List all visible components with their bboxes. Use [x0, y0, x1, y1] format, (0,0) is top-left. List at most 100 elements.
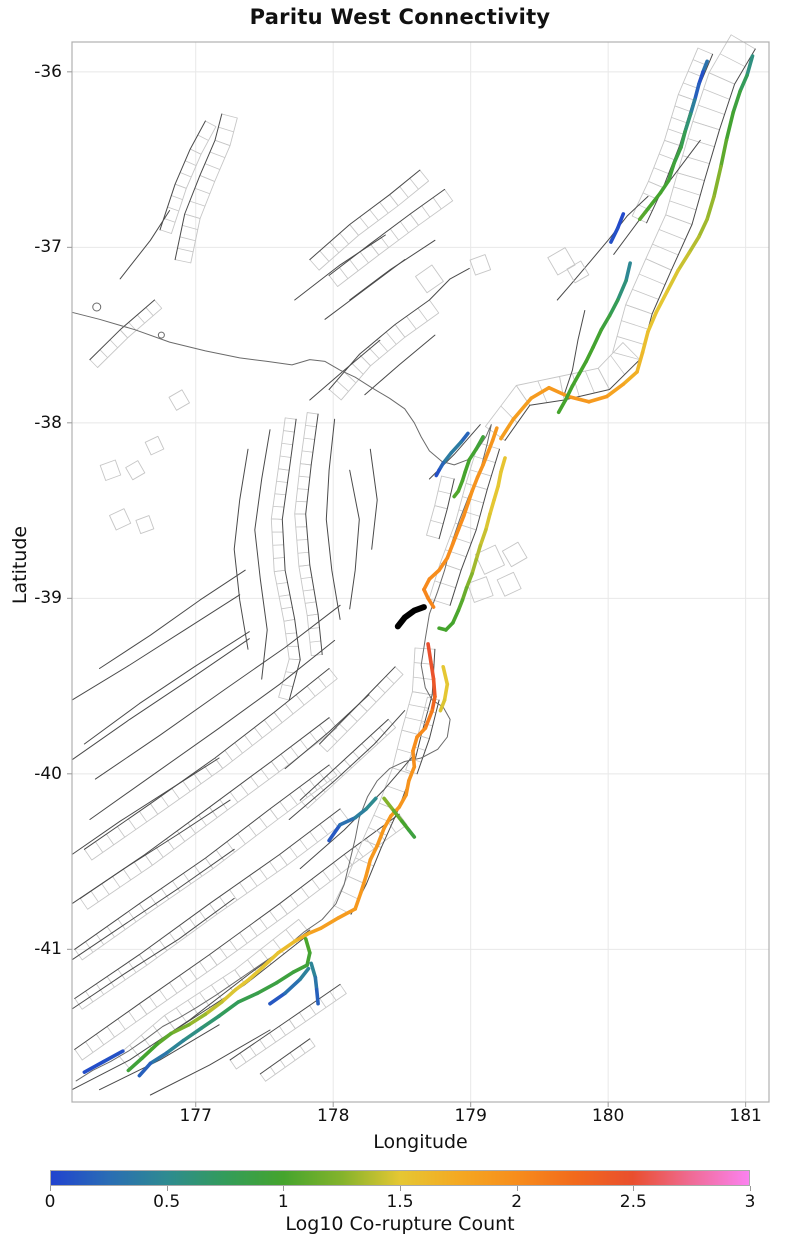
fault-rung: [194, 865, 203, 877]
fault-rung: [182, 225, 198, 230]
fault-rung: [240, 784, 249, 796]
rupture-path-eastcape-blue-segment: [441, 450, 454, 465]
fault-rung: [399, 186, 409, 198]
fault-rung: [303, 437, 315, 440]
rupture-path-south-yellow: [126, 1056, 144, 1073]
rupture-path-coastal-red-orange: [358, 873, 368, 895]
rupture-path-margin-north-outer: [724, 110, 736, 143]
fault-rung: [137, 314, 145, 324]
fault-rung: [637, 204, 653, 212]
fault-quad: [496, 571, 522, 597]
fault-rung: [308, 791, 317, 801]
fault-rung: [278, 696, 290, 701]
rupture-path-north-inner-green: [658, 178, 671, 195]
fault-rung: [359, 216, 369, 229]
rupture-path-north-inner-green: [697, 70, 705, 86]
fault-rung: [683, 82, 699, 89]
rupture-path-margin-central-yellow: [478, 528, 488, 548]
fault-trace: [299, 718, 389, 801]
fault-rung: [319, 250, 330, 262]
fault-rung: [297, 551, 309, 554]
fault-rung: [169, 932, 178, 944]
fault-trace: [305, 413, 323, 655]
fault-rung: [244, 734, 253, 746]
rupture-path-south-green: [137, 1061, 153, 1078]
fault-rung: [300, 576, 312, 580]
rupture-path-margin-central-orange: [437, 556, 450, 573]
rupture-path-margin-north-outer: [665, 268, 681, 294]
fault-rung: [159, 939, 168, 951]
fault-rung: [340, 890, 359, 900]
rupture-path-coastal-red-orange: [411, 749, 417, 769]
rupture-path-margin-north-outer: [547, 385, 571, 399]
fault-rung: [226, 841, 235, 853]
fault-trace: [259, 1038, 311, 1075]
fault-rung: [176, 830, 186, 842]
fault-rung: [278, 594, 290, 597]
rupture-path-coastal-red-orange: [423, 708, 434, 730]
fault-rung: [282, 684, 293, 688]
x-axis-label: Longitude: [373, 1131, 468, 1153]
fault-rung: [203, 765, 213, 777]
fault-rung: [249, 875, 258, 887]
fault-rung: [281, 606, 293, 610]
rupture-path-hawke-yellow-segment: [442, 682, 450, 702]
rupture-path-eastcape-green-segment: [463, 457, 472, 474]
rupture-path-southwest-blue: [101, 1049, 125, 1064]
fault-outline: [484, 342, 624, 427]
fault-rung: [307, 412, 319, 415]
fault-quad: [474, 544, 505, 575]
fault-rung: [417, 307, 428, 322]
rupture-path-coastal-red-orange: [426, 642, 433, 664]
rupture-path-coastal-red-orange: [411, 735, 419, 753]
fault-rung: [317, 677, 327, 688]
fault-rung: [194, 187, 210, 195]
rupture-path-margin-north-outer: [640, 329, 650, 355]
fault-rung: [79, 898, 88, 910]
rupture-path-hawke-yellow-segment: [438, 698, 447, 713]
fault-rung: [174, 183, 187, 189]
fault-rung: [309, 259, 320, 271]
fault-rung: [128, 818, 137, 830]
fault-rung: [339, 233, 349, 245]
fault-trace: [639, 48, 756, 361]
fault-rung: [209, 151, 226, 158]
fault-rung: [584, 370, 595, 394]
rupture-path-margin-central-orange: [427, 568, 441, 581]
fault-rung: [219, 896, 228, 908]
fault-rung: [302, 589, 315, 592]
rupture-path-eastcape-blue-segment: [449, 440, 463, 455]
fault-rung: [259, 1039, 267, 1050]
rupture-path-eastcape-blue-segment: [459, 431, 470, 444]
fault-rung: [160, 795, 169, 807]
rupture-path-margin-central-orange: [466, 489, 474, 506]
fault-rung: [500, 405, 518, 424]
rupture-path-north-inner-green: [679, 129, 687, 150]
rupture-path-margin-central-orange: [481, 449, 491, 467]
fault-trace: [71, 638, 250, 761]
colorbar-tick-mark: [50, 1186, 51, 1191]
fault-trace: [428, 267, 470, 301]
fault-rung: [271, 761, 280, 773]
fault-rung: [274, 569, 286, 572]
fault-rung: [444, 189, 454, 202]
y-tick-label: -39: [34, 588, 62, 609]
fault-rung: [329, 733, 338, 742]
fault-rung: [708, 72, 735, 85]
colorbar-tick-mark: [283, 1186, 285, 1191]
fault-rung: [139, 811, 148, 823]
fault-rung: [385, 675, 395, 684]
fault-trace: [294, 234, 386, 301]
fault-trace: [174, 113, 223, 261]
fault-rung: [339, 808, 349, 820]
fault-rung: [205, 120, 217, 128]
fault-trace: [149, 1029, 271, 1096]
fault-rung: [239, 932, 248, 944]
fault-rung: [280, 753, 290, 765]
fault-rung: [95, 983, 104, 995]
fault-trace: [556, 195, 649, 301]
fault-rung: [671, 117, 687, 124]
fault-rung: [339, 984, 347, 994]
fault-quad: [109, 508, 132, 531]
fault-rung: [369, 209, 379, 221]
